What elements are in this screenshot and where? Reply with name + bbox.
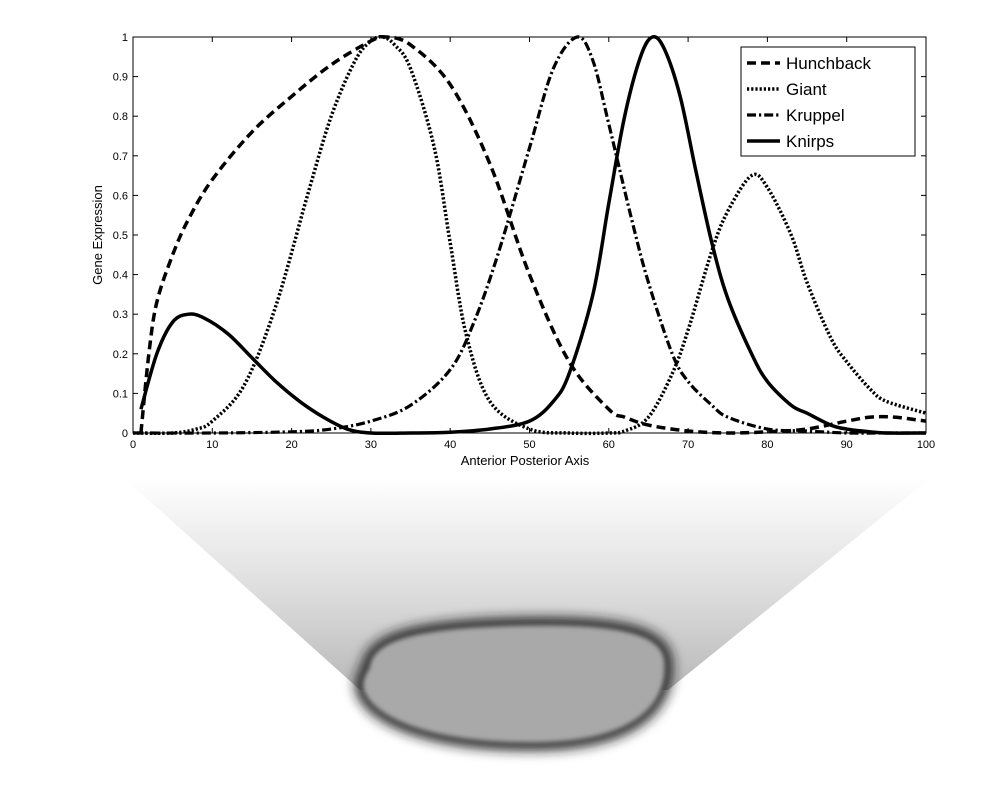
x-tick-label: 0: [130, 439, 136, 451]
legend-entries: Hunchback Giant Kruppel Knirps: [747, 54, 872, 151]
zoom-cone: [124, 478, 930, 690]
legend-label-kruppel: Kruppel: [786, 106, 845, 125]
embryo-body: [363, 625, 665, 743]
legend-label-knirps: Knirps: [786, 132, 834, 151]
x-axis-ticks: 0 10 20 30 40 50 60 70 80 90 100: [130, 37, 935, 451]
x-tick-label: 40: [444, 439, 456, 451]
y-tick-label: 0.1: [113, 388, 128, 400]
legend-box: [740, 46, 916, 157]
series-line-kruppel: [132, 35, 926, 435]
x-tick-label: 10: [206, 439, 218, 451]
series-line-giant: [132, 35, 927, 436]
y-tick-label: 0.4: [113, 270, 128, 282]
legend: Hunchback Giant Kruppel Knirps: [740, 46, 916, 157]
y-tick-label: 0.6: [113, 190, 128, 202]
x-tick-label: 50: [523, 439, 535, 451]
y-tick-label: 1: [122, 32, 128, 44]
y-tick-label: 0.3: [113, 309, 128, 321]
x-tick-label: 20: [285, 439, 297, 451]
y-tick-label: 0.9: [113, 72, 128, 84]
x-tick-label: 80: [761, 439, 773, 451]
series-line-knirps: [139, 34, 927, 436]
x-tick-label: 90: [841, 439, 853, 451]
x-axis-label: Anterior Posterior Axis: [461, 453, 590, 468]
x-tick-label: 60: [603, 439, 615, 451]
series-layer: [132, 34, 927, 436]
legend-label-giant: Giant: [786, 80, 827, 99]
embryo-illustration: [124, 478, 930, 751]
legend-label-hunchback: Hunchback: [786, 54, 872, 73]
y-axis-ticks: 0 0.1 0.2 0.3 0.4 0.5 0.6 0.7 0.8 0.9 1: [113, 32, 926, 440]
y-tick-label: 0.7: [113, 151, 128, 163]
y-tick-label: 0: [122, 428, 128, 440]
y-tick-label: 0.2: [113, 349, 128, 361]
x-tick-label: 100: [917, 439, 935, 451]
y-axis-label: Gene Expression: [90, 185, 105, 285]
x-tick-label: 30: [365, 439, 377, 451]
y-tick-label: 0.5: [113, 230, 128, 242]
chart: 0 10 20 30 40 50 60 70 80 90 100 00.10.20.30.40.50…: [90, 32, 935, 468]
x-tick-label: 70: [682, 439, 694, 451]
y-tick-label: 0.8: [113, 111, 128, 123]
